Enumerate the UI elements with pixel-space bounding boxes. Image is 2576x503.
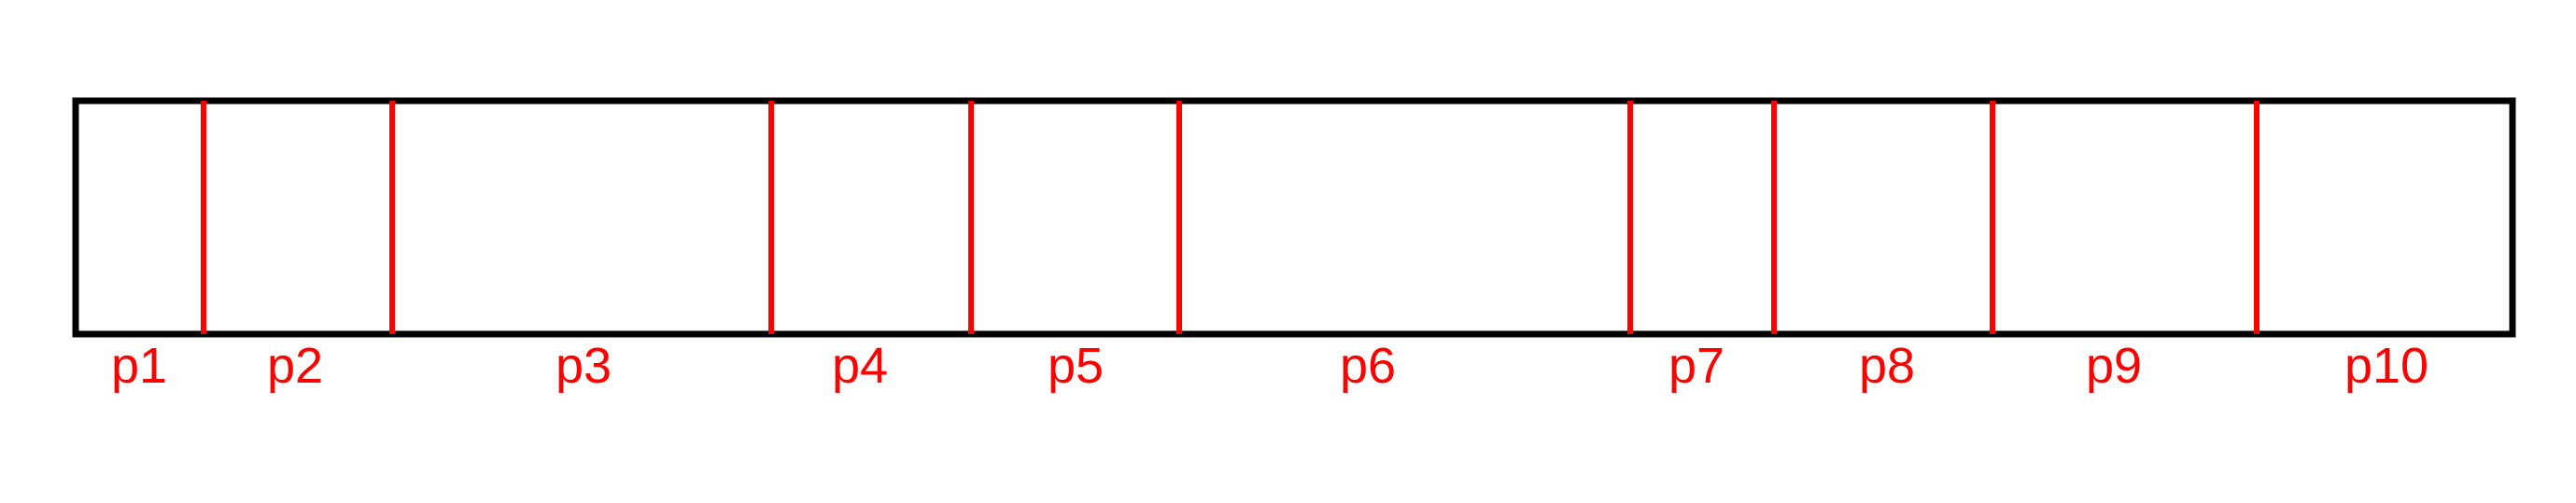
partition-label-p3: p3 xyxy=(556,338,612,394)
partition-label-p4: p4 xyxy=(832,338,888,394)
partition-label-p5: p5 xyxy=(1048,338,1104,394)
divider-lines xyxy=(201,101,2259,334)
partition-label-p7: p7 xyxy=(1668,338,1724,394)
partition-label-p9: p9 xyxy=(2086,338,2142,394)
partition-labels: p1 p2 p3 p4 p5 p6 p7 p8 p9 p10 xyxy=(111,338,2428,394)
partition-label-p10: p10 xyxy=(2344,338,2428,394)
partition-label-p2: p2 xyxy=(267,338,323,394)
partition-label-p8: p8 xyxy=(1859,338,1915,394)
partition-label-p6: p6 xyxy=(1340,338,1396,394)
partition-label-p1: p1 xyxy=(111,338,167,394)
container-box xyxy=(72,97,2516,338)
